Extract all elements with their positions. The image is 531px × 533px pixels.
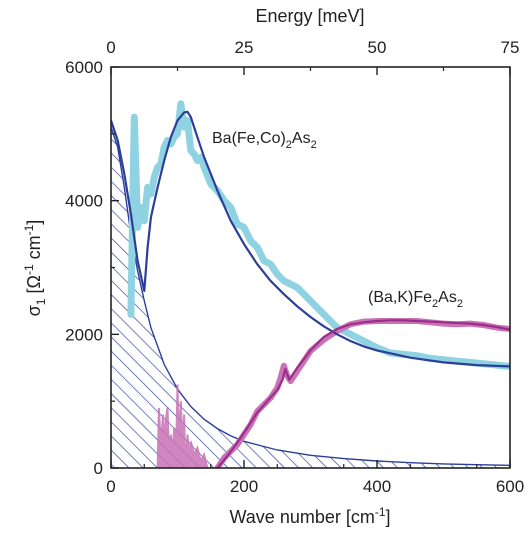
ba-k-low-frequency-spikes [156,384,211,468]
drude-hatched-fill [111,127,510,468]
top-axis-title: Energy [meV] [255,6,364,26]
x-tick-label: 600 [496,477,524,496]
top-tick-label: 0 [106,38,115,57]
top-tick-label: 25 [235,38,254,57]
y-tick-label: 2000 [65,325,103,344]
plot-area [111,100,510,468]
x-tick-label: 0 [106,477,115,496]
x-tick-label: 400 [363,477,391,496]
x-tick-label: 200 [230,477,258,496]
ba-k-fit-line [216,319,510,468]
y-axis-ticks: 0 2000 4000 6000 [65,58,119,478]
series-label-ba-fe-co: Ba(Fe,Co)2As2 [212,130,317,151]
series-label-ba-k: (Ba,K)Fe2As2 [368,289,463,310]
x-axis-ticks: 0 200 400 600 [106,460,524,496]
top-axis-ticks: 0 25 50 75 [106,38,519,75]
y-tick-label: 0 [94,459,103,478]
y-tick-label: 4000 [65,192,103,211]
x-axis-title: Wave number [cm-1] [229,505,390,527]
y-axis-title: σ1 [Ω-1 cm-1] [22,220,48,317]
top-tick-label: 50 [368,38,387,57]
top-tick-label: 75 [501,38,520,57]
ba-fe-co-fit-line [111,110,510,368]
fit-lines-layer [111,110,510,468]
y-tick-label: 6000 [65,58,103,77]
